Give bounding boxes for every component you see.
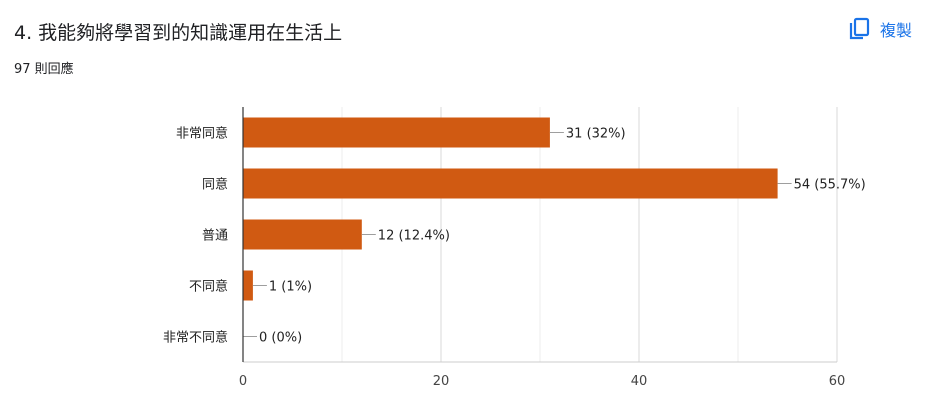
category-label: 非常同意 [176, 126, 228, 142]
data-label: 54 (55.7%) [794, 178, 866, 193]
bar [243, 219, 362, 250]
copy-button[interactable]: 複製 [848, 14, 912, 44]
data-label: 31 (32%) [566, 127, 626, 142]
x-tick-label: 0 [239, 374, 247, 389]
x-tick-label: 20 [433, 374, 450, 389]
data-label: 1 (1%) [269, 280, 312, 295]
category-label: 同意 [202, 177, 228, 193]
bar [243, 168, 778, 199]
category-label: 非常不同意 [163, 330, 228, 346]
copy-icon [848, 17, 870, 41]
question-title: 4. 我能夠將學習到的知識運用在生活上 [14, 22, 343, 44]
data-label: 0 (0%) [259, 331, 302, 346]
bar [243, 270, 253, 301]
data-label: 12 (12.4%) [378, 229, 450, 244]
copy-button-label: 複製 [879, 21, 912, 40]
category-label: 不同意 [189, 279, 228, 295]
x-tick-label: 40 [631, 374, 648, 389]
bar [243, 117, 550, 148]
x-tick-label: 60 [829, 374, 846, 389]
category-label: 普通 [202, 229, 228, 244]
response-count: 97 則回應 [14, 62, 74, 77]
